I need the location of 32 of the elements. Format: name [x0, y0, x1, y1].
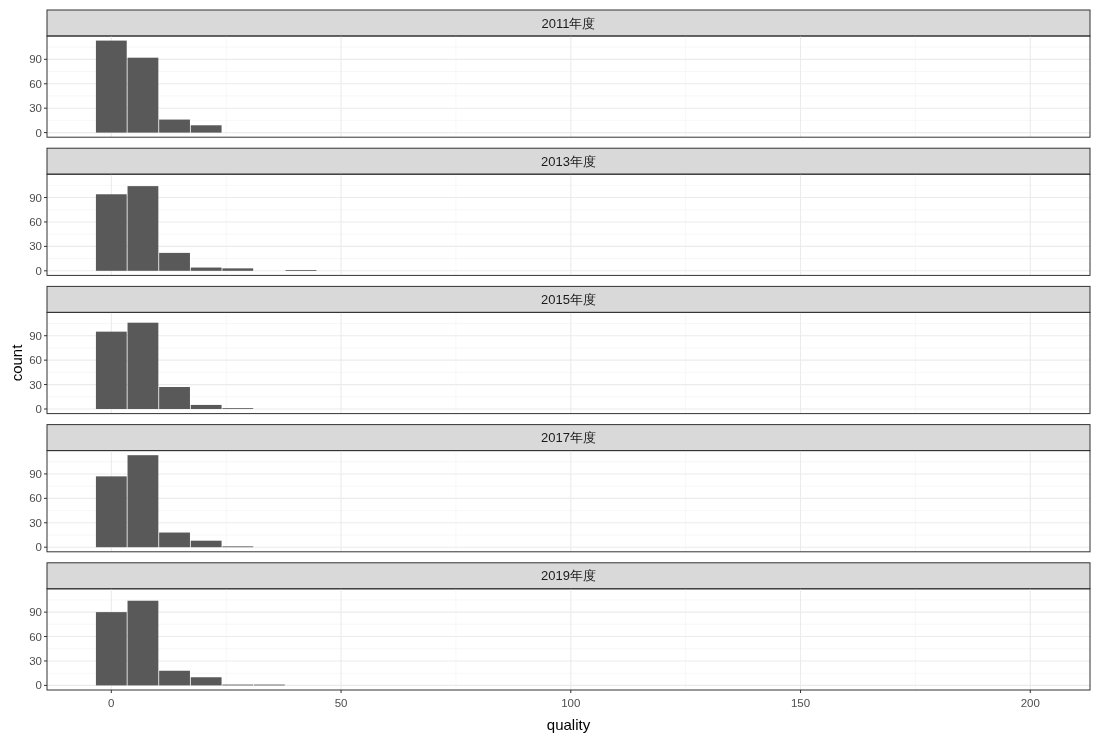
x-tick-label: 0 — [108, 697, 115, 709]
y-tick-label: 30 — [29, 240, 42, 253]
y-tick-label: 30 — [29, 654, 42, 667]
y-tick-label: 90 — [29, 467, 42, 480]
y-tick-label: 90 — [29, 53, 42, 66]
y-tick-label: 60 — [29, 354, 42, 367]
chart-title: 2015年度 — [541, 291, 596, 307]
y-tick-label: 30 — [29, 102, 42, 115]
y-axis-title: count — [8, 343, 25, 382]
y-tick-label: 0 — [35, 126, 42, 139]
x-tick-label: 100 — [561, 697, 581, 709]
y-tick-label: 60 — [29, 77, 42, 90]
y-tick-label: 0 — [35, 403, 42, 415]
x-axis-title: quality — [546, 716, 591, 733]
x-tick-label: 200 — [1020, 697, 1040, 709]
y-tick-label: 90 — [29, 191, 42, 204]
y-tick-label: 60 — [29, 492, 42, 505]
y-tick-label: 90 — [29, 329, 42, 342]
chart-title: 2017年度 — [541, 430, 596, 446]
y-tick-label: 60 — [29, 215, 42, 228]
y-tick-label: 0 — [35, 679, 42, 692]
y-tick-label: 0 — [35, 264, 42, 277]
y-tick-label: 0 — [35, 541, 42, 554]
chart-title: 2019年度 — [541, 568, 596, 584]
y-tick-label: 30 — [29, 378, 42, 391]
x-tick-label: 150 — [790, 697, 811, 709]
y-tick-label: 90 — [29, 606, 42, 619]
chart-title: 2013年度 — [541, 153, 596, 169]
chart-title: 2011年度 — [541, 15, 596, 31]
y-tick-label: 60 — [29, 630, 42, 643]
y-tick-label: 30 — [29, 516, 42, 529]
x-tick-label: 50 — [334, 697, 348, 709]
